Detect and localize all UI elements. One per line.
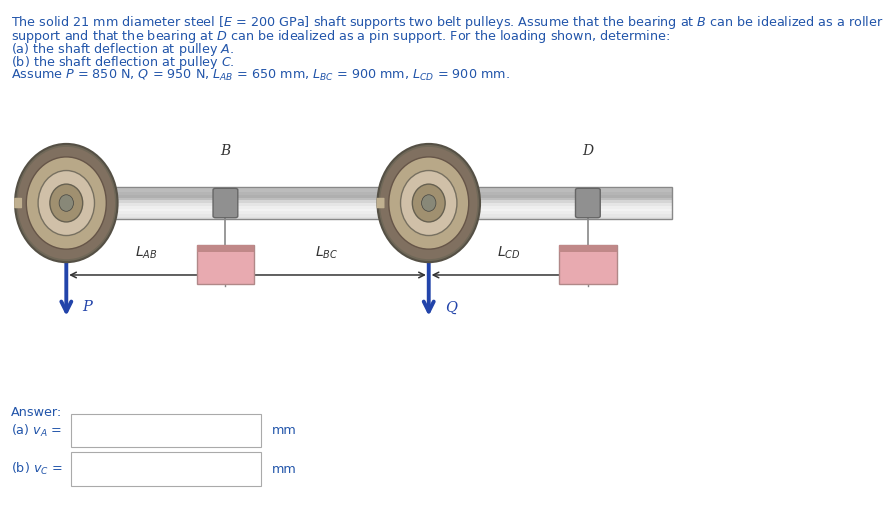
Text: C: C	[423, 144, 434, 158]
Bar	[88, 206, 672, 209]
Text: mm: mm	[271, 424, 296, 437]
Ellipse shape	[15, 144, 118, 262]
Bar	[88, 187, 672, 219]
Ellipse shape	[377, 144, 480, 262]
FancyBboxPatch shape	[71, 414, 261, 447]
Bar	[88, 217, 672, 219]
Bar	[88, 197, 672, 200]
Text: (a) $v_A$ =: (a) $v_A$ =	[11, 423, 62, 438]
Bar	[88, 211, 672, 214]
Text: B: B	[220, 144, 231, 158]
Bar	[88, 187, 672, 189]
FancyBboxPatch shape	[71, 452, 261, 486]
Bar	[88, 200, 672, 203]
Ellipse shape	[18, 147, 115, 259]
Text: (a) the shaft deflection at pulley $A$.: (a) the shaft deflection at pulley $A$.	[11, 41, 233, 58]
Ellipse shape	[59, 195, 73, 211]
FancyBboxPatch shape	[377, 198, 385, 208]
FancyBboxPatch shape	[213, 188, 238, 218]
FancyBboxPatch shape	[14, 198, 22, 208]
Text: D: D	[583, 144, 593, 158]
Bar	[88, 195, 672, 197]
Text: Q: Q	[445, 300, 457, 315]
Ellipse shape	[27, 157, 106, 249]
Text: mm: mm	[271, 463, 296, 475]
Bar	[88, 209, 672, 211]
Text: A: A	[61, 144, 72, 158]
Bar	[88, 203, 672, 206]
FancyBboxPatch shape	[575, 188, 600, 218]
Bar	[88, 192, 672, 195]
FancyBboxPatch shape	[197, 245, 255, 284]
Text: The solid 21 mm diameter steel [$E$ = 200 GPa] shaft supports two belt pulleys. : The solid 21 mm diameter steel [$E$ = 20…	[11, 14, 883, 31]
Text: Answer:: Answer:	[11, 406, 62, 419]
Ellipse shape	[50, 184, 83, 222]
Text: P: P	[82, 300, 92, 315]
Bar	[88, 189, 672, 192]
Ellipse shape	[412, 184, 446, 222]
FancyBboxPatch shape	[560, 245, 617, 284]
Ellipse shape	[389, 157, 469, 249]
Text: (b) the shaft deflection at pulley $C$.: (b) the shaft deflection at pulley $C$.	[11, 54, 234, 71]
Text: $L_{CD}$: $L_{CD}$	[497, 244, 520, 261]
Bar	[197, 245, 255, 252]
Ellipse shape	[38, 171, 95, 235]
Ellipse shape	[400, 171, 457, 235]
Text: $L_{BC}$: $L_{BC}$	[316, 244, 339, 261]
Text: support and that the bearing at $D$ can be idealized as a pin support. For the l: support and that the bearing at $D$ can …	[11, 28, 670, 45]
Ellipse shape	[380, 147, 477, 259]
Text: (b) $v_C$ =: (b) $v_C$ =	[11, 461, 62, 477]
Text: $L_{AB}$: $L_{AB}$	[134, 244, 157, 261]
Ellipse shape	[422, 195, 436, 211]
Bar	[88, 214, 672, 217]
Bar	[560, 245, 617, 252]
Text: Assume $P$ = 850 N, $Q$ = 950 N, $L_{AB}$ = 650 mm, $L_{BC}$ = 900 mm, $L_{CD}$ : Assume $P$ = 850 N, $Q$ = 950 N, $L_{AB}…	[11, 68, 509, 83]
